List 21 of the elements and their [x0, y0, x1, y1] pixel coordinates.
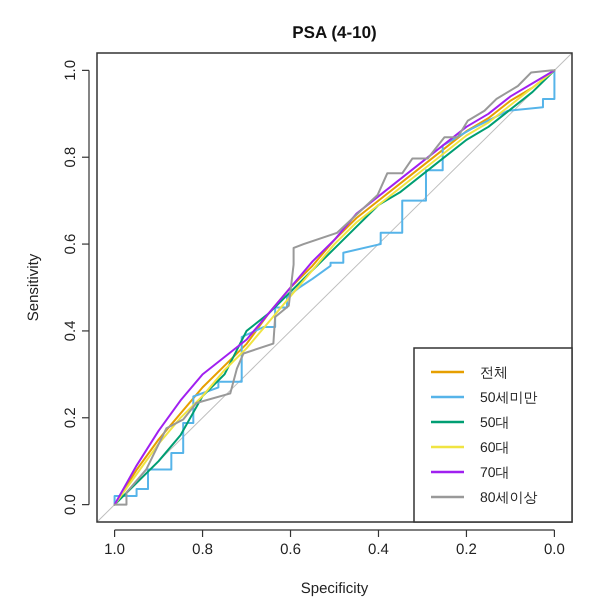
y-tick-label: 0.6 — [62, 234, 79, 255]
legend-label: 50대 — [480, 414, 510, 430]
y-tick-label: 0.8 — [62, 146, 79, 168]
y-tick-label: 0.2 — [62, 407, 79, 428]
x-tick-label: 0.8 — [192, 541, 213, 558]
x-axis-title: Specificity — [300, 580, 369, 597]
y-tick-label: 1.0 — [62, 60, 79, 81]
x-tick-label: 0.4 — [368, 541, 389, 558]
y-tick-label: 0.0 — [62, 494, 79, 516]
legend-label: 50세미만 — [480, 389, 538, 405]
legend-label: 80세이상 — [480, 489, 538, 505]
legend-label: 60대 — [480, 439, 510, 455]
x-tick-label: 0.0 — [544, 541, 565, 558]
x-tick-label: 0.2 — [456, 541, 477, 558]
chart-title: PSA (4-10) — [292, 23, 377, 42]
legend-label: 70대 — [480, 464, 510, 480]
y-axis-title: Sensitivity — [25, 253, 42, 322]
y-tick-label: 0.4 — [62, 320, 79, 342]
x-tick-label: 1.0 — [104, 541, 126, 558]
x-tick-label: 0.6 — [280, 541, 301, 558]
legend-label: 전체 — [480, 364, 508, 380]
